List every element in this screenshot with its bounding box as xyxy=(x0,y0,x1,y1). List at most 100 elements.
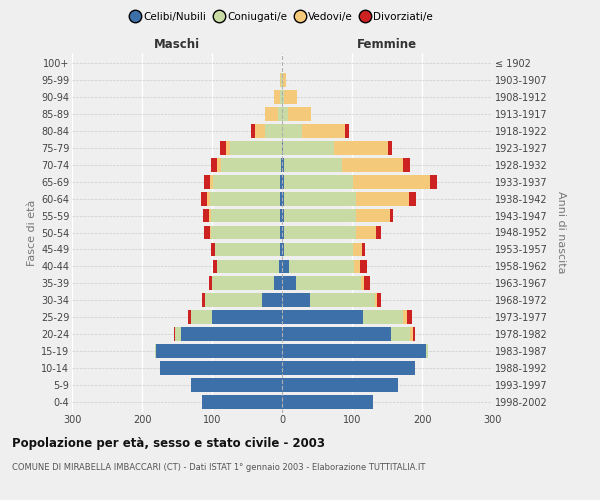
Bar xyxy=(284,208,356,222)
Bar xyxy=(353,174,430,188)
Bar xyxy=(353,242,362,256)
Bar xyxy=(377,294,381,308)
Bar xyxy=(284,242,353,256)
Bar xyxy=(356,226,376,239)
Bar xyxy=(207,192,210,205)
Bar xyxy=(283,72,286,86)
Bar xyxy=(265,106,278,120)
Bar xyxy=(181,328,282,342)
Bar xyxy=(282,72,283,86)
Bar xyxy=(210,174,214,188)
Bar xyxy=(413,328,415,342)
Bar xyxy=(211,242,215,256)
Text: Femmine: Femmine xyxy=(357,38,417,51)
Bar xyxy=(156,344,282,358)
Bar xyxy=(282,192,284,205)
Bar xyxy=(282,90,284,104)
Bar xyxy=(375,294,377,308)
Bar xyxy=(334,140,388,154)
Bar xyxy=(409,192,416,205)
Bar xyxy=(175,328,181,342)
Bar xyxy=(280,72,281,86)
Bar xyxy=(204,226,210,239)
Bar xyxy=(280,90,282,104)
Bar xyxy=(202,294,205,308)
Bar xyxy=(251,124,254,138)
Bar xyxy=(356,208,390,222)
Bar xyxy=(229,140,282,154)
Bar xyxy=(212,310,282,324)
Bar xyxy=(155,344,156,358)
Bar xyxy=(202,396,282,409)
Bar xyxy=(210,192,280,205)
Bar xyxy=(214,174,280,188)
Bar xyxy=(287,106,311,120)
Bar xyxy=(341,158,403,172)
Bar xyxy=(209,208,211,222)
Bar xyxy=(310,294,375,308)
Bar xyxy=(221,158,281,172)
Bar xyxy=(283,140,334,154)
Bar xyxy=(211,208,280,222)
Bar xyxy=(211,158,217,172)
Bar xyxy=(284,192,356,205)
Bar xyxy=(281,72,282,86)
Bar xyxy=(356,192,409,205)
Bar xyxy=(280,208,282,222)
Bar xyxy=(282,226,284,239)
Bar xyxy=(262,294,282,308)
Bar xyxy=(361,276,364,290)
Bar xyxy=(212,276,274,290)
Bar xyxy=(302,124,345,138)
Bar xyxy=(282,242,284,256)
Bar xyxy=(205,294,262,308)
Bar xyxy=(282,396,373,409)
Bar xyxy=(289,260,354,274)
Y-axis label: Fasce di età: Fasce di età xyxy=(26,200,37,266)
Bar xyxy=(376,226,381,239)
Bar xyxy=(391,328,410,342)
Bar xyxy=(282,344,425,358)
Bar xyxy=(282,158,284,172)
Bar xyxy=(203,208,209,222)
Bar xyxy=(284,158,341,172)
Text: Maschi: Maschi xyxy=(154,38,200,51)
Bar xyxy=(204,174,210,188)
Bar xyxy=(201,192,207,205)
Bar xyxy=(254,124,265,138)
Bar xyxy=(274,90,280,104)
Bar xyxy=(282,294,310,308)
Bar xyxy=(345,124,349,138)
Bar xyxy=(282,362,415,376)
Bar xyxy=(278,106,282,120)
Bar xyxy=(278,260,282,274)
Bar xyxy=(191,378,282,392)
Bar xyxy=(280,226,282,239)
Bar xyxy=(265,124,282,138)
Bar xyxy=(209,276,212,290)
Bar xyxy=(388,140,392,154)
Bar xyxy=(160,362,282,376)
Bar xyxy=(215,242,280,256)
Bar xyxy=(281,158,282,172)
Bar xyxy=(280,174,282,188)
Bar xyxy=(214,260,217,274)
Bar xyxy=(226,140,229,154)
Bar xyxy=(284,174,353,188)
Bar xyxy=(282,174,284,188)
Bar xyxy=(364,276,370,290)
Bar xyxy=(362,310,403,324)
Bar xyxy=(282,378,398,392)
Bar xyxy=(274,276,282,290)
Bar xyxy=(296,276,361,290)
Bar xyxy=(284,90,297,104)
Bar xyxy=(280,192,282,205)
Bar xyxy=(282,328,391,342)
Bar xyxy=(282,208,284,222)
Bar xyxy=(280,242,282,256)
Bar xyxy=(407,310,412,324)
Bar xyxy=(390,208,394,222)
Bar xyxy=(210,226,211,239)
Bar xyxy=(284,226,356,239)
Text: COMUNE DI MIRABELLA IMBACCARI (CT) - Dati ISTAT 1° gennaio 2003 - Elaborazione T: COMUNE DI MIRABELLA IMBACCARI (CT) - Dat… xyxy=(12,462,425,471)
